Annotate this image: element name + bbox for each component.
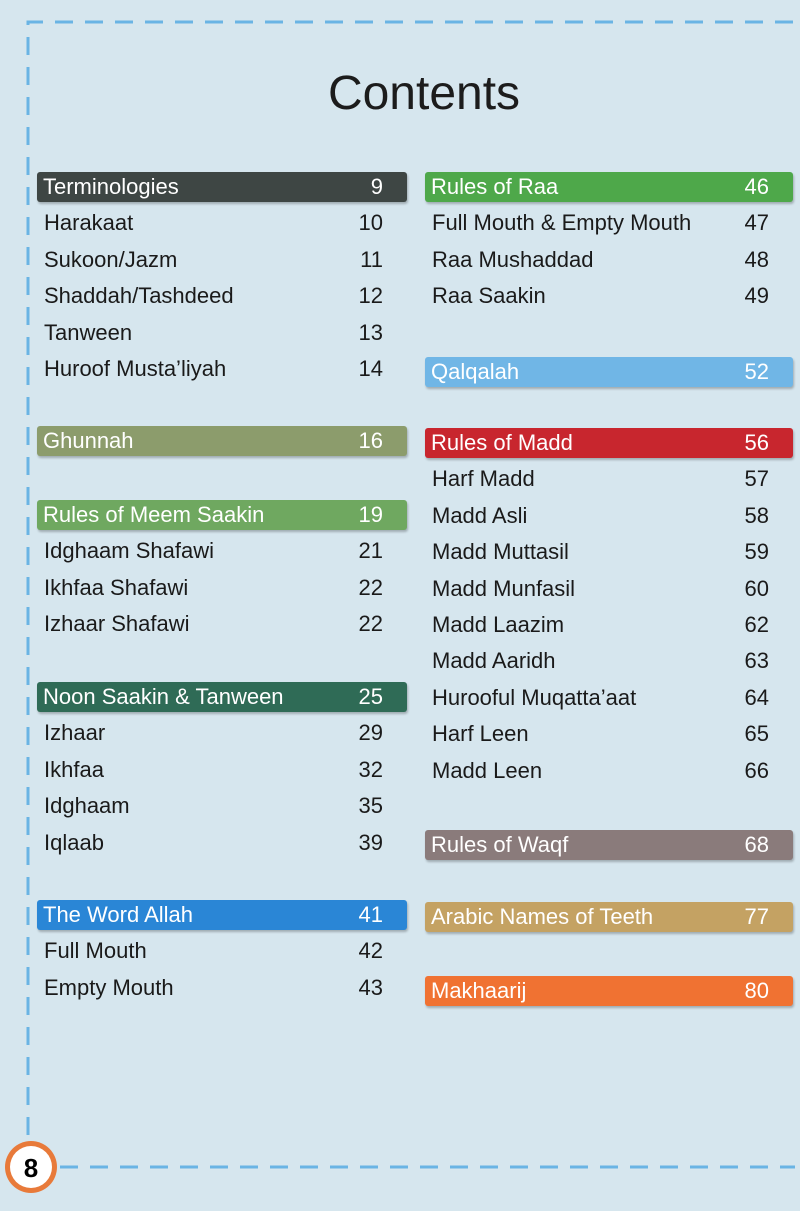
entry-title: Tanween <box>44 319 133 345</box>
entry-title: Madd Munfasil <box>432 575 576 601</box>
section-page: 46 <box>744 174 769 199</box>
section-header: Rules of Meem Saakin 19 <box>37 500 407 530</box>
section-page: 41 <box>358 902 383 927</box>
entry-title: Full Mouth <box>44 938 147 964</box>
entry-page: 62 <box>744 612 769 637</box>
section-page: 52 <box>744 359 769 384</box>
entry-page: 39 <box>358 829 383 855</box>
section-header: Qalqalah 52 <box>425 357 793 387</box>
section-page: 68 <box>744 832 769 857</box>
entry-title: Harf Leen <box>432 721 529 747</box>
entry-page: 48 <box>744 246 769 272</box>
entry-page: 64 <box>744 684 769 710</box>
section-header: The Word Allah 41 <box>37 900 407 930</box>
entry-title: Ikhfaa <box>44 756 104 782</box>
section-title: The Word Allah <box>43 902 194 927</box>
entry-page: 12 <box>358 283 383 309</box>
entry-page: 32 <box>358 756 383 782</box>
section-header: Terminologies 9 <box>37 172 407 202</box>
entry-title: Idghaam <box>44 793 130 819</box>
section-title: Rules of Waqf <box>431 832 569 857</box>
entry-title: Madd Asli <box>432 502 528 528</box>
entry-page: 22 <box>358 611 383 637</box>
section-page: 77 <box>744 904 769 929</box>
entry-page: 60 <box>744 575 769 601</box>
entry-title: Madd Muttasil <box>432 539 569 565</box>
entry-title: Madd Aaridh <box>432 648 556 674</box>
entry-title: Raa Mushaddad <box>432 246 594 272</box>
entry-page: 22 <box>358 574 383 600</box>
section-page: 9 <box>370 174 383 199</box>
section-title: Arabic Names of Teeth <box>431 904 654 929</box>
section-page: 25 <box>358 684 383 709</box>
entry-page: 42 <box>358 938 383 964</box>
entry-page: 10 <box>358 210 383 236</box>
entry-page: 35 <box>358 793 383 819</box>
section-title: Rules of Raa <box>431 174 559 199</box>
entry-title: Harf Madd <box>432 466 535 492</box>
entry-page: 65 <box>744 721 769 747</box>
entry-title: Raa Saakin <box>432 283 546 309</box>
section-header: Makhaarij 80 <box>425 976 793 1006</box>
section-title: Ghunnah <box>43 428 134 453</box>
entry-title: Madd Leen <box>432 757 543 783</box>
entry-page: 66 <box>744 757 769 783</box>
section-title: Rules of Madd <box>431 430 573 455</box>
entry-page: 21 <box>358 538 383 564</box>
section-title: Noon Saakin & Tanween <box>43 684 284 709</box>
entry-page: 49 <box>744 283 769 309</box>
entry-title: Harakaat <box>44 210 134 236</box>
entry-page: 63 <box>744 648 769 674</box>
entry-title: Huroof Musta’liyah <box>44 356 227 381</box>
entry-page: 58 <box>744 502 769 528</box>
section-page: 19 <box>358 502 383 527</box>
entry-page: 29 <box>358 720 383 746</box>
section-page: 80 <box>744 978 769 1003</box>
section-title: Makhaarij <box>431 978 527 1003</box>
section-title: Qalqalah <box>431 359 520 384</box>
entry-page: 11 <box>360 246 383 272</box>
section-page: 16 <box>358 428 383 453</box>
entry-title: Idghaam Shafawi <box>44 538 214 564</box>
entry-title: Shaddah/Tashdeed <box>44 283 234 309</box>
entry-title: Empty Mouth <box>44 974 174 1000</box>
section-title: Terminologies <box>43 174 179 199</box>
entry-title: Izhaar <box>44 720 106 746</box>
entry-page: 59 <box>744 539 769 565</box>
entry-page: 14 <box>358 356 383 381</box>
section-header: Noon Saakin & Tanween 25 <box>37 682 407 712</box>
section-title: Rules of Meem Saakin <box>43 502 265 527</box>
entry-title: Madd Laazim <box>432 612 565 637</box>
entry-title: Izhaar Shafawi <box>44 611 190 637</box>
entry-title: Ikhfaa Shafawi <box>44 574 189 600</box>
section-header: Ghunnah 16 <box>37 426 407 456</box>
section-header: Arabic Names of Teeth 77 <box>425 902 793 932</box>
entry-title: Iqlaab <box>44 829 104 855</box>
section-header: Rules of Madd 56 <box>425 428 793 458</box>
entry-page: 57 <box>744 466 769 492</box>
section-header: Rules of Raa 46 <box>425 172 793 202</box>
page-number: 8 <box>23 1153 39 1183</box>
page-title: Contents <box>327 67 521 120</box>
section-page: 56 <box>744 430 769 455</box>
entry-page: 13 <box>358 319 383 345</box>
entry-title: Sukoon/Jazm <box>44 246 178 272</box>
entry-page: 43 <box>358 974 383 1000</box>
section-header: Rules of Waqf 68 <box>425 830 793 860</box>
entry-title: Full Mouth & Empty Mouth <box>432 210 692 236</box>
entry-title: Hurooful Muqatta’aat <box>432 684 637 710</box>
entry-page: 47 <box>744 210 769 236</box>
